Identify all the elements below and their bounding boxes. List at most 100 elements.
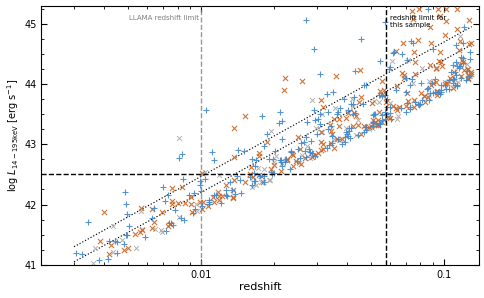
Text: LLAMA redshift limit: LLAMA redshift limit — [129, 15, 199, 21]
Point — [175, 215, 182, 220]
Point — [277, 158, 285, 163]
Point — [104, 257, 112, 262]
Point — [451, 60, 459, 65]
Point — [348, 104, 356, 108]
Point — [282, 157, 289, 162]
Point — [440, 33, 448, 38]
Point — [405, 107, 413, 112]
Point — [167, 198, 175, 203]
Point — [455, 39, 463, 44]
Point — [454, 66, 462, 71]
Point — [424, 86, 431, 91]
Point — [232, 173, 240, 178]
Point — [344, 108, 351, 112]
Point — [369, 111, 377, 116]
Point — [254, 166, 261, 170]
Point — [393, 114, 401, 118]
Point — [404, 99, 411, 104]
Point — [373, 117, 381, 122]
Point — [378, 117, 386, 122]
Point — [237, 191, 244, 196]
Point — [334, 110, 342, 115]
Point — [314, 117, 321, 121]
Point — [426, 41, 434, 46]
Point — [379, 88, 387, 93]
Point — [286, 167, 293, 172]
Point — [449, 77, 457, 81]
Point — [335, 123, 343, 128]
Point — [345, 135, 353, 140]
Point — [417, 65, 425, 70]
Point — [164, 224, 171, 229]
Point — [433, 6, 441, 11]
Point — [435, 92, 443, 97]
Point — [217, 201, 225, 206]
Point — [333, 112, 341, 117]
Point — [113, 240, 121, 244]
Point — [105, 252, 113, 257]
Point — [373, 122, 381, 127]
Point — [322, 92, 330, 97]
Point — [444, 79, 452, 83]
Point — [350, 69, 358, 74]
Point — [109, 249, 117, 254]
Point — [251, 158, 259, 162]
Point — [310, 153, 318, 158]
Point — [265, 178, 272, 182]
Point — [222, 193, 230, 198]
Point — [440, 80, 448, 84]
Point — [452, 64, 460, 69]
Point — [419, 94, 427, 99]
Point — [334, 138, 342, 143]
Point — [409, 105, 417, 110]
Point — [424, 92, 432, 97]
Point — [434, 59, 441, 63]
Point — [256, 174, 264, 179]
Point — [178, 152, 186, 157]
Point — [376, 58, 383, 63]
Point — [369, 99, 377, 104]
Point — [295, 147, 303, 152]
Point — [334, 116, 342, 121]
Point — [420, 100, 428, 105]
Point — [310, 152, 318, 157]
Point — [283, 157, 290, 162]
Point — [197, 189, 205, 194]
Point — [222, 188, 229, 193]
Point — [398, 41, 406, 46]
Point — [362, 83, 369, 88]
Point — [345, 125, 352, 130]
Point — [298, 152, 305, 157]
Point — [210, 157, 218, 162]
Point — [175, 136, 183, 141]
Point — [257, 180, 264, 185]
Point — [466, 41, 473, 46]
Point — [390, 49, 397, 54]
Point — [359, 102, 366, 107]
Point — [382, 97, 390, 101]
Point — [265, 157, 272, 162]
Point — [424, 97, 432, 102]
Point — [175, 156, 182, 160]
Point — [362, 125, 369, 130]
Point — [369, 120, 377, 125]
Point — [215, 172, 223, 177]
Point — [230, 126, 238, 131]
Point — [437, 63, 445, 68]
Point — [136, 230, 143, 235]
Point — [125, 223, 133, 228]
Point — [136, 206, 144, 211]
Point — [318, 105, 326, 110]
Point — [459, 41, 467, 46]
Point — [169, 223, 177, 227]
Point — [245, 175, 253, 180]
Point — [364, 125, 372, 129]
Point — [121, 201, 129, 206]
Point — [307, 98, 315, 103]
Point — [201, 169, 209, 174]
Point — [381, 111, 389, 116]
Point — [440, 83, 448, 88]
Point — [369, 122, 377, 127]
Point — [401, 109, 409, 114]
Point — [428, 80, 436, 85]
